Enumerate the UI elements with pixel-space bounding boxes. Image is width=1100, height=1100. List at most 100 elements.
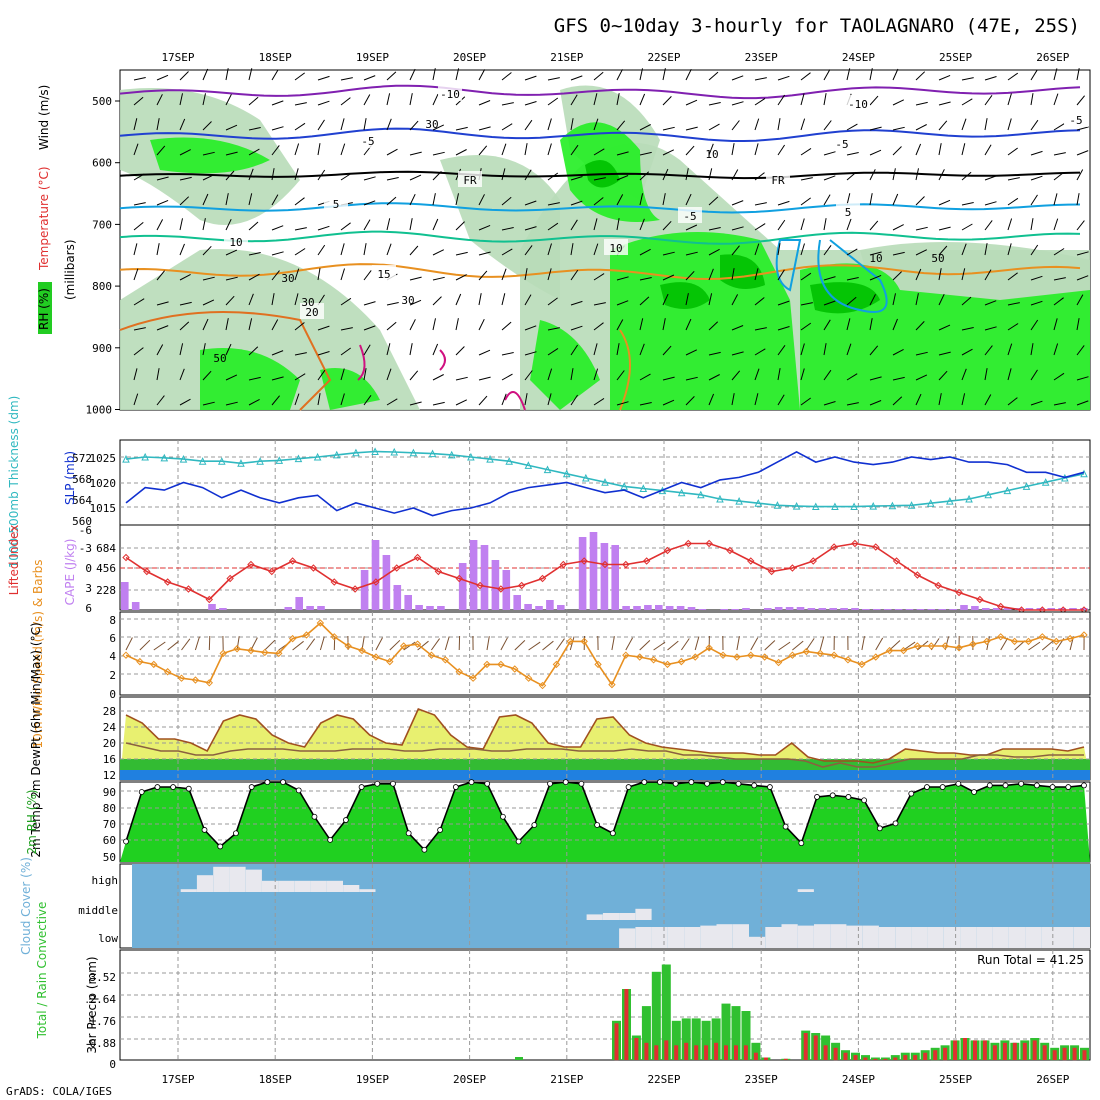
thickness-ylabel: 1000-500mb Thickness (dm)	[7, 396, 21, 569]
cloud-cover-bar	[261, 880, 279, 892]
wind-barb	[225, 218, 232, 231]
wind-barb	[179, 149, 191, 156]
rh-legend-swatch	[38, 282, 52, 334]
precip-convective-bar	[1062, 1047, 1067, 1061]
cape-bar	[208, 604, 216, 610]
contour-label: -10	[440, 88, 460, 101]
precip-convective-bar	[1082, 1050, 1087, 1060]
axis-tick-label: 456	[96, 562, 116, 575]
wind-barb	[869, 251, 882, 256]
wind-barb	[1076, 345, 1085, 356]
wind-barb	[731, 143, 735, 156]
wind-barb	[202, 121, 212, 131]
date-label-bottom: 24SEP	[842, 1073, 875, 1086]
slp-ylabel: SLP (mb)	[63, 451, 77, 505]
cloud-cover-bar	[310, 880, 327, 892]
surface-wind-barb	[430, 638, 441, 651]
wind-barb	[685, 145, 695, 156]
cape-bar	[1058, 608, 1066, 610]
temp-ylabel: 2m Temp 2m DewPt (6hr Min/Max) (°C)	[29, 622, 43, 857]
rh-line-point	[138, 789, 145, 795]
wind-barb	[156, 118, 160, 131]
thickness-line-point	[198, 457, 207, 465]
wind-barb	[501, 143, 507, 156]
wind-barb	[156, 176, 169, 181]
lifted-index-line-point	[601, 560, 609, 569]
wind-barb	[455, 376, 468, 381]
wind-barb	[501, 321, 512, 331]
wind-barb	[179, 71, 189, 81]
wind-barb	[685, 251, 698, 256]
wind-barb	[133, 243, 138, 256]
wind-barb	[961, 118, 967, 131]
lifted-index-line-point	[538, 574, 547, 583]
wind-barb	[823, 175, 836, 181]
surface-wind-barb	[153, 641, 166, 651]
wind-barb	[593, 71, 604, 81]
rh-line-point	[280, 779, 286, 785]
contour-label-bg	[356, 132, 380, 148]
lifted-index-line-point	[143, 567, 151, 576]
wind-barb	[501, 393, 507, 406]
wind-barb	[455, 346, 465, 356]
cape-bar	[524, 604, 532, 610]
wind-barb	[685, 293, 689, 306]
contour-label-bg	[372, 265, 396, 281]
wind-barb	[708, 227, 721, 231]
wind-speed-line-point	[177, 674, 186, 682]
precip-convective-bar	[853, 1055, 858, 1060]
wind-barb	[340, 347, 351, 356]
wind-barb	[961, 268, 966, 281]
rh-line-point	[358, 784, 365, 790]
axis-tick-label: 0	[109, 688, 116, 701]
wind-barb	[271, 270, 280, 281]
cape-bar	[611, 545, 619, 610]
date-label-bottom: 22SEP	[647, 1073, 680, 1086]
precip-total-bar	[651, 971, 661, 1060]
cloud-cover-bar	[878, 927, 896, 948]
wind-barb	[225, 295, 235, 306]
rh-area	[660, 282, 710, 309]
wind-barb	[593, 243, 599, 256]
wind-barb	[754, 327, 767, 331]
wind-barb	[248, 376, 261, 381]
surface-wind-barb	[306, 638, 316, 651]
wind-barb	[984, 220, 993, 231]
wind-barb	[685, 193, 692, 206]
wind-barb	[432, 193, 436, 206]
lifted-index-line-point	[205, 595, 214, 604]
wind-barb	[133, 118, 138, 131]
wind-barb	[455, 274, 467, 281]
thickness-line-point	[332, 450, 341, 459]
wind-barb	[1053, 172, 1064, 181]
wind-barb	[409, 401, 422, 406]
wind-barb	[501, 293, 506, 306]
cloud-level-label: low	[98, 932, 118, 945]
precip-convective-bar	[743, 1045, 748, 1060]
wind-barb	[846, 218, 852, 231]
surface-wind-barb	[125, 637, 133, 651]
wind-barb	[984, 201, 997, 206]
wind-barb	[1007, 147, 1018, 156]
cape-bar	[785, 607, 794, 610]
precip-convective-bar	[1032, 1040, 1037, 1060]
date-label-top: 20SEP	[453, 51, 486, 64]
precip-convective-bar	[624, 989, 629, 1060]
wind-barb	[133, 268, 139, 281]
wind-barb	[570, 75, 583, 81]
precip-convective-bar	[992, 1045, 997, 1060]
wind-barb	[961, 393, 966, 406]
axis-tick-label: 70	[103, 818, 116, 831]
axis-tick-label: 1020	[90, 477, 117, 490]
rh-line-point	[185, 785, 192, 792]
wind-barb	[432, 318, 436, 331]
thickness-line-point	[639, 484, 648, 492]
wind-barb	[1076, 251, 1089, 256]
wind-barb	[340, 118, 345, 131]
axis-tick-label: 568	[72, 473, 92, 486]
wind-barb	[386, 148, 398, 156]
wind-barb	[708, 268, 714, 281]
wind-barb	[156, 94, 163, 106]
thickness-line-point	[1080, 469, 1088, 478]
wind-barb	[662, 399, 675, 406]
